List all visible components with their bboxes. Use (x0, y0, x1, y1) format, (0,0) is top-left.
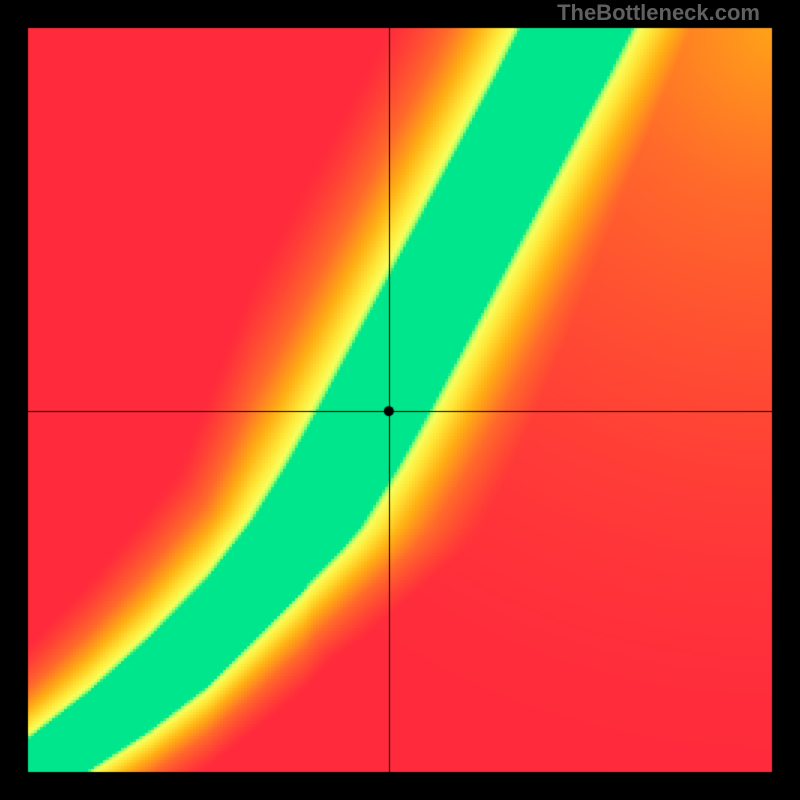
heatmap-canvas (0, 0, 800, 800)
watermark-text: TheBottleneck.com (557, 0, 760, 26)
chart-container: TheBottleneck.com (0, 0, 800, 800)
